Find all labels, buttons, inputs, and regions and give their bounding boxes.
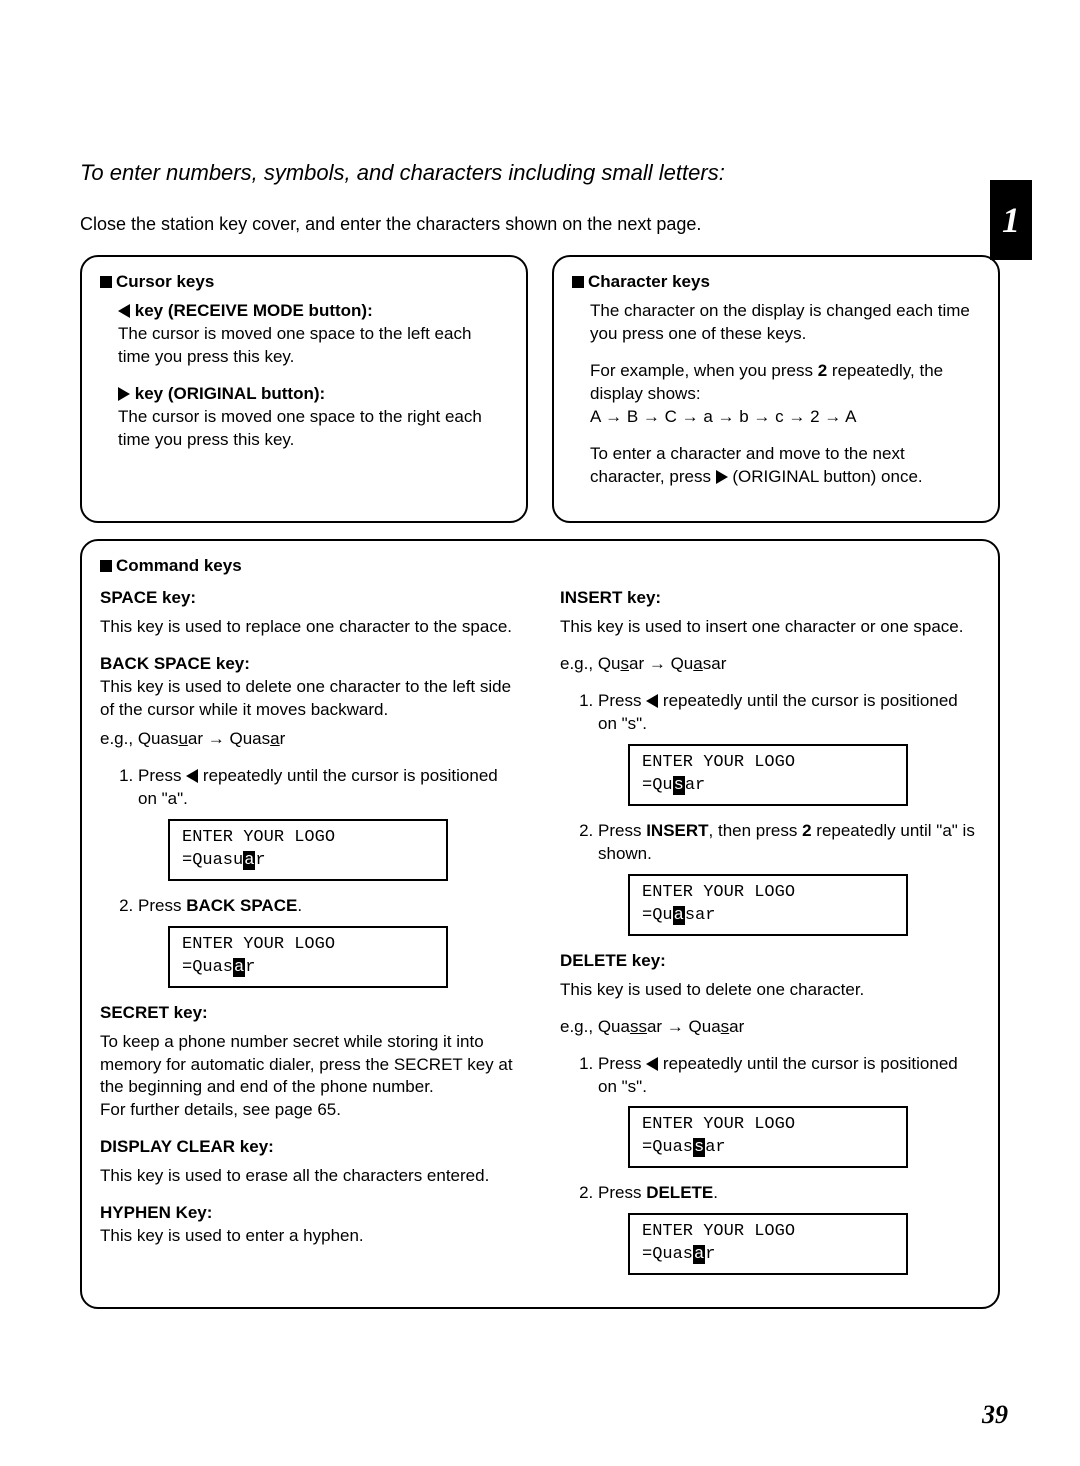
receive-mode-key-text: The cursor is moved one space to the lef… <box>118 324 471 366</box>
hyphen-key-text: This key is used to enter a hyphen. <box>100 1225 520 1248</box>
char-keys-key-2: 2 <box>818 361 827 380</box>
backspace-key-text: This key is used to delete one character… <box>100 676 520 722</box>
section-title: To enter numbers, symbols, and character… <box>80 160 1000 186</box>
intro-text: Close the station key cover, and enter t… <box>80 214 1000 235</box>
backspace-key-title: BACK SPACE key: <box>100 653 520 676</box>
space-key-text: This key is used to replace one characte… <box>100 616 520 639</box>
arrow-right-icon <box>118 387 130 401</box>
arrow-left-icon <box>646 1057 658 1071</box>
command-left-column: SPACE key: This key is used to replace o… <box>100 577 520 1289</box>
insert-key-title: INSERT key: <box>560 587 980 610</box>
arrow-left-icon <box>646 694 658 708</box>
arrow-left-icon <box>186 769 198 783</box>
secret-key-text: To keep a phone number secret while stor… <box>100 1031 520 1123</box>
delete-key-text: This key is used to delete one character… <box>560 979 980 1002</box>
manual-page: 1 To enter numbers, symbols, and charact… <box>0 0 1080 1466</box>
lcd-display: ENTER YOUR LOGO =Qusar <box>628 744 908 806</box>
chapter-tab: 1 <box>990 180 1032 260</box>
receive-mode-key-title: key (RECEIVE MODE button): <box>135 301 373 320</box>
delete-step-1: Press repeatedly until the cursor is pos… <box>598 1053 980 1169</box>
char-keys-p1: The character on the display is changed … <box>590 300 980 346</box>
insert-step-2: Press INSERT, then press 2 repeatedly un… <box>598 820 980 936</box>
arrow-right-icon <box>716 470 728 484</box>
backspace-example: e.g., Quasuar → Quasar <box>100 728 520 751</box>
insert-example: e.g., Qusar → Quasar <box>560 653 980 676</box>
char-keys-sequence: A → B → C → a → b → c → 2 → A <box>590 407 856 426</box>
command-right-column: INSERT key: This key is used to insert o… <box>560 577 980 1289</box>
character-keys-box: Character keys The character on the disp… <box>552 255 1000 523</box>
original-key-text: The cursor is moved one space to the rig… <box>118 407 482 449</box>
cursor-keys-heading: Cursor keys <box>100 271 508 294</box>
secret-key-title: SECRET key: <box>100 1002 520 1025</box>
top-boxes-row: Cursor keys key (RECEIVE MODE button): T… <box>80 255 1000 523</box>
char-keys-p2a: For example, when you press <box>590 361 818 380</box>
page-number: 39 <box>982 1400 1008 1430</box>
space-key-title: SPACE key: <box>100 587 520 610</box>
backspace-step-1: Press repeatedly until the cursor is pos… <box>138 765 520 881</box>
command-keys-box: Command keys SPACE key: This key is used… <box>80 539 1000 1310</box>
lcd-display: ENTER YOUR LOGO =Quasar <box>168 926 448 988</box>
delete-step-2: Press DELETE. ENTER YOUR LOGO =Quasar <box>598 1182 980 1275</box>
delete-example: e.g., Quassar → Quasar <box>560 1016 980 1039</box>
insert-key-text: This key is used to insert one character… <box>560 616 980 639</box>
original-key-title: key (ORIGINAL button): <box>135 384 325 403</box>
char-keys-p3b: (ORIGINAL button) once. <box>728 467 923 486</box>
arrow-left-icon <box>118 304 130 318</box>
character-keys-heading: Character keys <box>572 271 980 294</box>
backspace-step-2: Press BACK SPACE. ENTER YOUR LOGO =Quasa… <box>138 895 520 988</box>
cursor-keys-box: Cursor keys key (RECEIVE MODE button): T… <box>80 255 528 523</box>
display-clear-key-text: This key is used to erase all the charac… <box>100 1165 520 1188</box>
lcd-display: ENTER YOUR LOGO =Quassar <box>628 1106 908 1168</box>
lcd-display: ENTER YOUR LOGO =Quasar <box>628 874 908 936</box>
lcd-display: ENTER YOUR LOGO =Quasar <box>628 1213 908 1275</box>
command-keys-heading: Command keys <box>100 555 980 578</box>
delete-key-title: DELETE key: <box>560 950 980 973</box>
hyphen-key-title: HYPHEN Key: <box>100 1202 520 1225</box>
display-clear-key-title: DISPLAY CLEAR key: <box>100 1136 520 1159</box>
lcd-display: ENTER YOUR LOGO =Quasuar <box>168 819 448 881</box>
insert-step-1: Press repeatedly until the cursor is pos… <box>598 690 980 806</box>
